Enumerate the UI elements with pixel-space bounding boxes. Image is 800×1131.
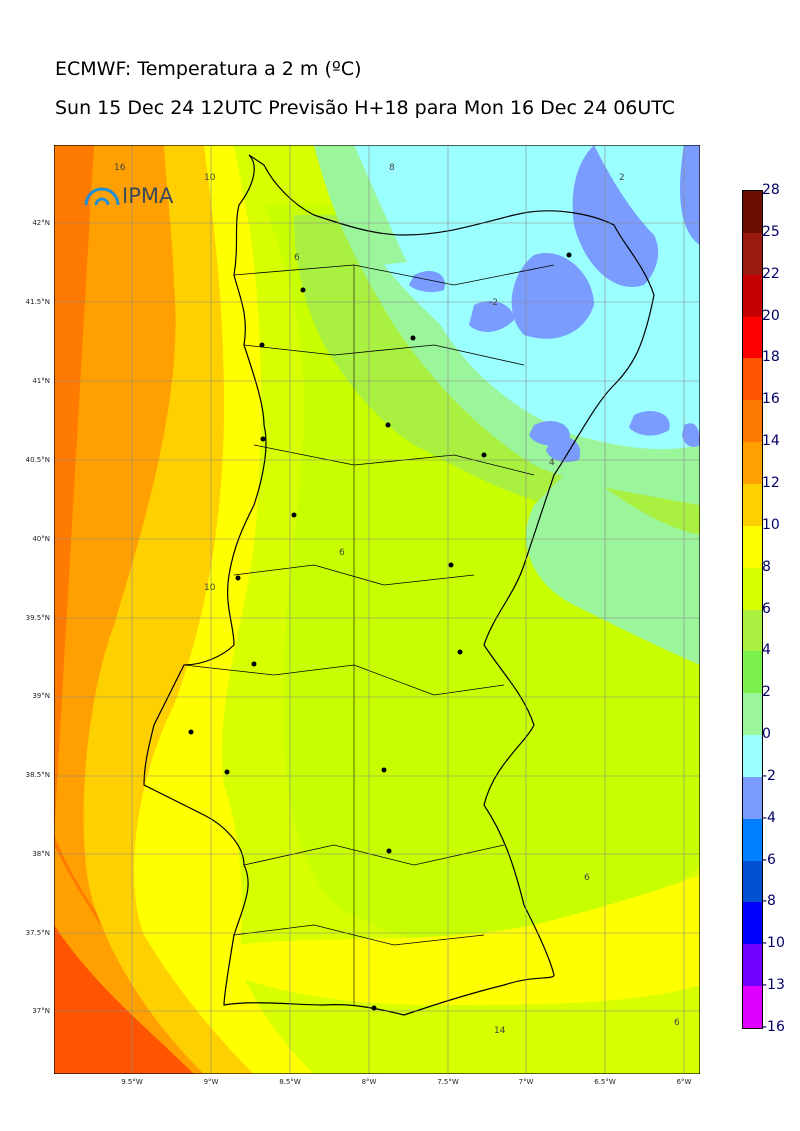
lon-tick: 7.5°W <box>437 1078 459 1086</box>
colorbar-label: 20 <box>762 307 780 324</box>
colorbar-segment <box>743 860 762 903</box>
colorbar-label: 18 <box>762 349 780 366</box>
colorbar-label: 8 <box>762 558 771 575</box>
lon-tick: 7°W <box>518 1078 534 1086</box>
colorbar-label: -8 <box>762 893 776 910</box>
lon-tick: 6°W <box>676 1078 692 1086</box>
lat-tick: 39.5°N <box>25 614 50 622</box>
colorbar-segment <box>743 609 762 652</box>
lon-tick: 8.5°W <box>279 1078 301 1086</box>
svg-text:8: 8 <box>389 163 395 173</box>
colorbar-segment <box>743 232 762 276</box>
svg-text:IPMA: IPMA <box>122 184 174 208</box>
colorbar-segment <box>743 735 762 778</box>
colorbar-segment <box>743 902 762 945</box>
colorbar-label: 2 <box>762 684 771 701</box>
lon-tick: 9°W <box>203 1078 219 1086</box>
svg-text:16: 16 <box>114 163 126 173</box>
colorbar-segment <box>743 191 762 234</box>
colorbar-segment <box>743 483 762 527</box>
lat-tick: 40°N <box>32 535 50 543</box>
colorbar-label: -16 <box>762 1019 785 1035</box>
colorbar-label: 0 <box>762 726 771 743</box>
colorbar-segment <box>743 400 762 443</box>
colorbar-label: 22 <box>762 265 780 282</box>
grid <box>54 145 700 1074</box>
colorbar-label: -13 <box>762 977 785 994</box>
lat-tick: 37.5°N <box>25 929 50 937</box>
cold-patch <box>572 145 659 287</box>
colorbar-label: -10 <box>762 935 785 952</box>
svg-text:6: 6 <box>674 1018 680 1028</box>
colorbar-label: -6 <box>762 851 776 868</box>
lat-tick: 38.5°N <box>25 771 50 779</box>
colorbar-segment <box>743 944 762 987</box>
colorbar-label: -4 <box>762 809 776 826</box>
lon-tick: 9.5°W <box>121 1078 143 1086</box>
lat-tick: 40.5°N <box>25 456 50 464</box>
svg-text:6: 6 <box>294 253 300 263</box>
colorbar-label: 10 <box>762 516 780 533</box>
colorbar-segment <box>743 776 762 820</box>
svg-text:-2: -2 <box>489 298 498 308</box>
lat-tick: 41°N <box>32 377 50 385</box>
colorbar-segment <box>743 274 762 318</box>
lat-tick: 37°N <box>32 1007 50 1015</box>
city-markers <box>188 252 572 1011</box>
svg-text:10: 10 <box>204 173 216 183</box>
temperature-colorbar <box>742 190 763 1029</box>
map-title: ECMWF: Temperatura a 2 m (ºC) <box>55 58 362 80</box>
colorbar-label: 12 <box>762 474 780 491</box>
svg-text:14: 14 <box>494 1026 506 1036</box>
lat-tick: 42°N <box>32 219 50 227</box>
colorbar-segment <box>743 442 762 485</box>
colorbar-label: -2 <box>762 767 776 784</box>
colorbar-label: 14 <box>762 433 780 450</box>
temperature-map: 16 10 8 6 2 -2 4 10 14 6 6 6 IPMA <box>54 145 700 1074</box>
svg-text:4: 4 <box>549 458 555 468</box>
lat-tick: 41.5°N <box>25 298 50 306</box>
colorbar-segment <box>743 525 762 569</box>
colorbar-segment <box>743 986 762 1029</box>
colorbar-label: 4 <box>762 642 771 659</box>
colorbar-label: 25 <box>762 223 780 240</box>
colorbar-segment <box>743 316 762 359</box>
colorbar-label: 6 <box>762 600 771 617</box>
colorbar-segment <box>743 358 762 401</box>
colorbar-segment <box>743 651 762 694</box>
svg-text:10: 10 <box>204 583 216 593</box>
colorbar-label: 16 <box>762 391 780 408</box>
svg-text:6: 6 <box>584 873 590 883</box>
ipma-logo: IPMA <box>84 184 174 208</box>
lat-tick: 38°N <box>32 850 50 858</box>
map-subtitle: Sun 15 Dec 24 12UTC Previsão H+18 para M… <box>55 97 676 119</box>
contour-labels: 16 10 8 6 2 -2 4 10 14 6 6 6 <box>114 163 680 1036</box>
colorbar-segment <box>743 818 762 862</box>
lon-tick: 6.5°W <box>594 1078 616 1086</box>
svg-text:2: 2 <box>619 173 625 183</box>
lon-tick: 8°W <box>361 1078 377 1086</box>
colorbar-segment <box>743 693 762 736</box>
colorbar-segment <box>743 567 762 610</box>
svg-text:6: 6 <box>339 548 345 558</box>
colorbar-label: 28 <box>762 182 780 198</box>
lat-tick: 39°N <box>32 692 50 700</box>
